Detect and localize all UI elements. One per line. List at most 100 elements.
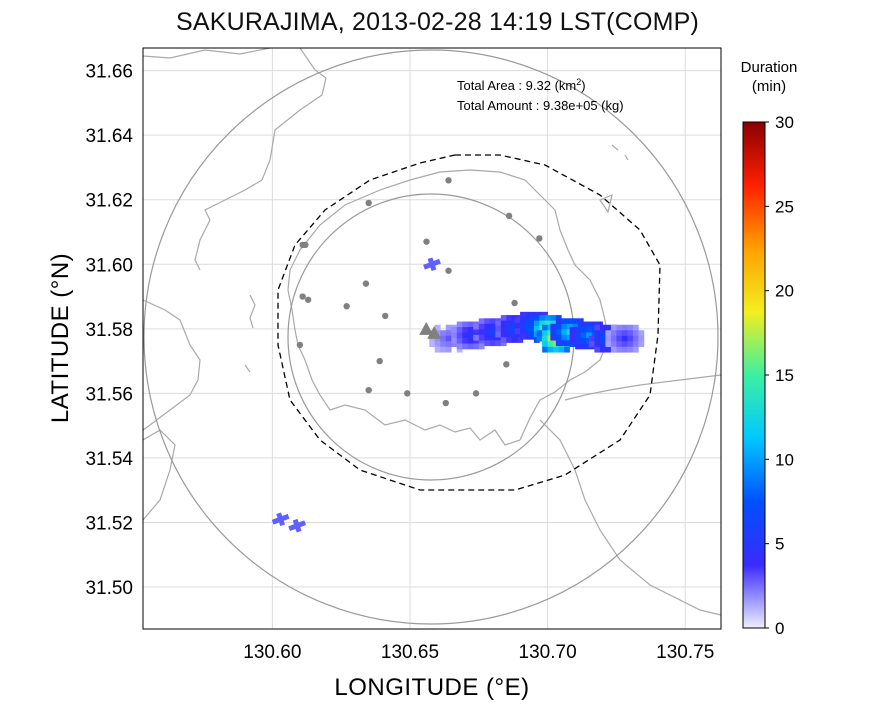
ash-cell (550, 320, 557, 327)
ash-cell-cluster (605, 324, 645, 353)
colorbar-title: Duration (741, 59, 798, 76)
ash-cell (558, 346, 565, 353)
station-point (382, 312, 389, 320)
ash-cell (434, 324, 441, 331)
y-axis-label: LATITUDE (°N) (47, 253, 74, 423)
x-tick-label: 130.70 (519, 642, 577, 663)
ash-cell (638, 330, 645, 337)
ash-cell (456, 346, 463, 353)
ash-cell (616, 324, 623, 331)
coastline-north (143, 48, 327, 271)
ash-cell (588, 335, 595, 342)
ash-cell (489, 329, 496, 336)
ash-cell (632, 324, 639, 331)
x-tick-labels: 130.60 130.65 130.70 130.75 (243, 642, 714, 663)
station-point (511, 299, 518, 307)
station-point (299, 241, 306, 249)
ash-cell (605, 341, 612, 348)
ash-cell (520, 311, 526, 318)
ash-cell (586, 321, 592, 328)
volcano-marker (419, 321, 434, 335)
ash-cell (632, 346, 639, 353)
ash-cell (580, 338, 587, 344)
ash-cell (539, 315, 546, 321)
ash-cell (500, 337, 507, 343)
ash-cell (489, 323, 496, 330)
ash-cell (434, 341, 441, 348)
ash-cell (632, 330, 639, 337)
ash-cell (533, 315, 540, 321)
ash-cell (456, 332, 463, 339)
ash-cell (555, 334, 562, 341)
volcano-markers (419, 321, 442, 339)
ash-cell (575, 327, 581, 333)
ash-cell (451, 338, 458, 344)
ash-cell (467, 338, 474, 344)
radar-marker (423, 257, 441, 272)
ash-cell (445, 324, 452, 331)
colorbar-unit: (min) (752, 78, 786, 95)
station-points (296, 177, 543, 407)
ash-cell (473, 327, 480, 333)
ash-cell (467, 321, 474, 328)
radar-markers (271, 257, 441, 533)
ash-cell (561, 340, 568, 347)
colorbar-tick-labels: 0 5 10 15 20 25 30 (765, 113, 794, 638)
ash-cell (525, 317, 532, 324)
ash-cell (542, 311, 548, 318)
ash-cell (514, 317, 521, 324)
ash-cell (528, 326, 535, 332)
ash-cell (610, 335, 617, 342)
ash-cell (627, 324, 634, 331)
station-point (445, 177, 452, 184)
analysis-domain-boundary (277, 154, 661, 491)
x-tick-label: 130.60 (243, 642, 301, 663)
colorbar-tick-label: 30 (775, 113, 794, 132)
ash-cell (429, 341, 436, 348)
ash-cell (542, 341, 548, 348)
station-point (404, 390, 411, 397)
ash-cell (594, 330, 601, 337)
ash-cell (520, 322, 526, 329)
ash-cell (561, 334, 568, 341)
x-tick-label: 130.75 (656, 642, 714, 663)
y-tick-label: 31.66 (85, 62, 133, 83)
ash-cell (511, 331, 518, 338)
ash-cell (572, 318, 579, 325)
ash-cell (569, 338, 576, 344)
ash-cell (597, 321, 603, 328)
coastline-east (564, 374, 721, 401)
ash-cell (451, 332, 458, 339)
ash-cell (577, 318, 584, 325)
ash-cell (627, 335, 634, 342)
y-tick-label: 31.54 (85, 449, 133, 470)
colorbar-gradient (742, 121, 766, 629)
radar-marker (288, 518, 307, 533)
ash-cell (616, 330, 623, 337)
ash-cell (506, 337, 513, 343)
colorbar-tick-label: 10 (775, 450, 794, 469)
ash-cell (599, 346, 606, 353)
ash-cell (632, 335, 639, 342)
ash-cell (621, 330, 628, 337)
y-tick-labels: 31.50 31.52 31.54 31.56 31.58 31.60 31.62 31.64… (85, 62, 133, 599)
station-point (365, 386, 372, 394)
ash-cell (462, 343, 469, 350)
ash-cell (572, 323, 579, 330)
ash-cell (528, 331, 535, 338)
total-amount-text: Total Amount : 9.38e+05 (kg) (457, 98, 624, 113)
ash-cell (462, 321, 469, 328)
ash-cell (445, 330, 452, 337)
ash-cell (553, 346, 559, 353)
ash-cell (542, 330, 548, 337)
ash-cell (495, 331, 502, 338)
ash-cell (473, 343, 480, 350)
station-point (343, 303, 350, 310)
ash-cell (495, 320, 502, 327)
coastline-west (143, 299, 201, 431)
ash-cell (440, 335, 447, 342)
ash-cell (610, 346, 617, 353)
ash-cell (610, 330, 617, 337)
ash-cell (445, 346, 452, 353)
